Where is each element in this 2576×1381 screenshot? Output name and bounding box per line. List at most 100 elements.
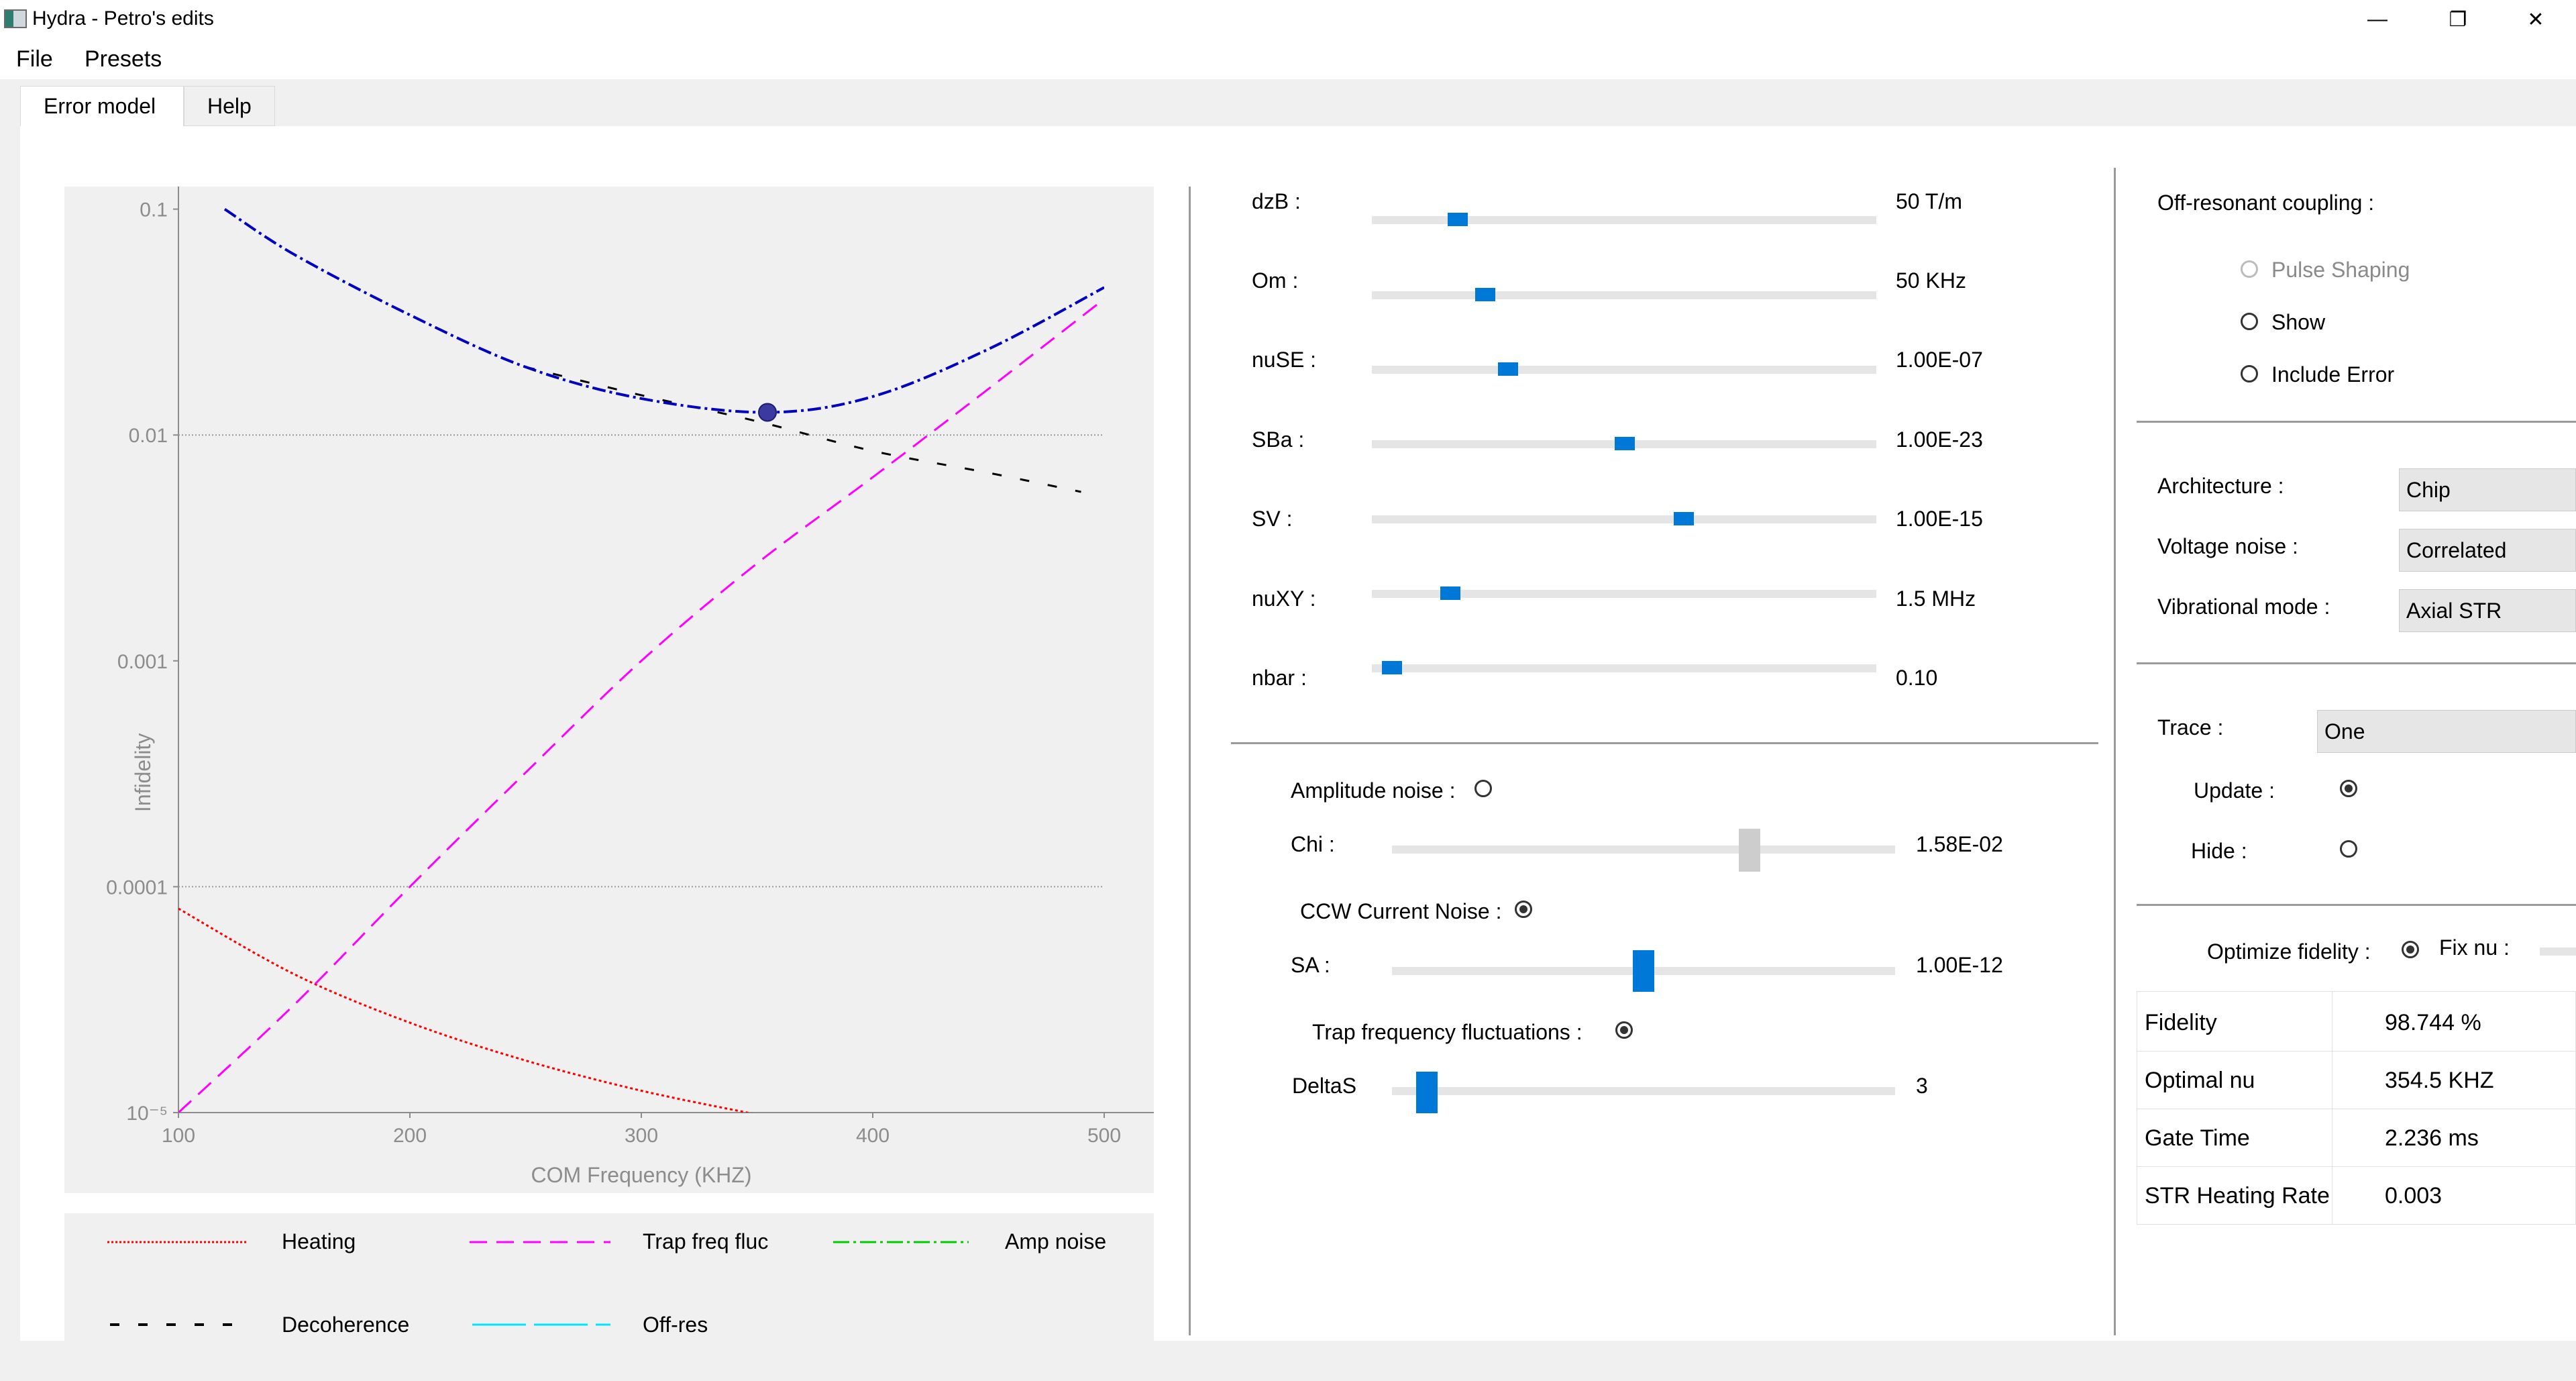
menu-file[interactable]: File (16, 46, 53, 72)
table-row: Gate Time 2.236 ms (2137, 1109, 2576, 1167)
result-value-str-heating: 0.003 (2385, 1183, 2443, 1209)
legend-label-decoherence: Decoherence (282, 1313, 410, 1337)
minimize-icon: — (2367, 8, 2387, 30)
slider-groove-nuxy[interactable] (1372, 590, 1876, 598)
result-value-gate-time: 2.236 ms (2385, 1125, 2479, 1151)
x-tick-label-1: 200 (393, 1125, 427, 1147)
tab-help[interactable]: Help (184, 86, 275, 126)
slider-handle-sa[interactable] (1633, 950, 1654, 992)
update-label: Update : (2194, 778, 2275, 803)
slider-handle-chi[interactable] (1738, 829, 1760, 872)
slider-handle-nbar[interactable] (1382, 661, 1403, 674)
window-title: Hydra - Petro's edits (32, 7, 214, 30)
restore-button[interactable]: ❐ (2418, 0, 2498, 39)
param-value-dzb: 50 T/m (1896, 189, 1962, 213)
slider-groove-deltas[interactable] (1392, 1087, 1895, 1095)
restore-icon: ❐ (2449, 8, 2467, 31)
param-label-sv: SV : (1252, 507, 1293, 531)
amplitude-noise-radio[interactable] (1474, 780, 1492, 797)
slider-handle-sv[interactable] (1673, 512, 1694, 525)
menu-presets[interactable]: Presets (85, 46, 162, 72)
result-value-fidelity: 98.744 % (2385, 1010, 2481, 1035)
legend-label-trap-freq-fluc: Trap freq fluc (643, 1229, 769, 1254)
param-value-sv: 1.00E-15 (1896, 507, 1983, 531)
fix-nu-slider-groove[interactable] (2540, 948, 2576, 956)
x-tick-label-4: 500 (1087, 1125, 1121, 1147)
legend-swatches-col3 (833, 1241, 969, 1243)
param-label-nbar: nbar : (1252, 666, 1307, 690)
series-line-heating (178, 907, 753, 1113)
table-row: Optimal nu 354.5 KHZ (2137, 1052, 2576, 1109)
table-row: STR Heating Rate 0.003 (2137, 1167, 2576, 1225)
slider-handle-sba[interactable] (1615, 437, 1635, 450)
close-button[interactable]: ✕ (2496, 0, 2576, 39)
trace-select[interactable]: One (2317, 710, 2576, 753)
y-tick-label-1: 0.01 (129, 425, 168, 447)
voltage-noise-select[interactable]: Correlated (2399, 529, 2576, 572)
param-value-nuse: 1.00E-07 (1896, 348, 1983, 372)
offres-coupling-title: Off-resonant coupling : (2157, 191, 2375, 215)
result-value-optimal-nu: 354.5 KHZ (2385, 1068, 2494, 1093)
legend (64, 1213, 1154, 1341)
app-icon (4, 9, 27, 28)
hide-label: Hide : (2191, 839, 2247, 863)
param-label-om: Om : (1252, 268, 1299, 293)
deltas-value: 3 (1916, 1074, 1928, 1098)
slider-handle-dzb[interactable] (1447, 213, 1468, 226)
separator-trace (2137, 904, 2576, 906)
window-bottom-strip (0, 1341, 2576, 1381)
menu-bar (0, 39, 2576, 79)
ccw-current-noise-radio[interactable] (1515, 901, 1532, 918)
legend-label-off-res: Off-res (643, 1313, 708, 1337)
trap-freq-fluct-radio[interactable] (1615, 1021, 1633, 1039)
optimize-fidelity-label: Optimize fidelity : (2207, 939, 2371, 964)
series-line-decoherence (525, 366, 1081, 493)
x-tick-label-0: 100 (162, 1125, 195, 1147)
slider-groove-sv[interactable] (1372, 515, 1876, 523)
separator-params (1231, 742, 2098, 744)
x-tick-label-3: 400 (856, 1125, 890, 1147)
slider-groove-om[interactable] (1372, 291, 1876, 299)
update-radio[interactable] (2340, 780, 2357, 797)
tab-error-model[interactable]: Error model (20, 86, 184, 127)
y-tick-label-3: 0.0001 (106, 876, 168, 899)
slider-groove-dzb[interactable] (1372, 216, 1876, 224)
slider-groove-nuse[interactable] (1372, 366, 1876, 374)
param-label-nuxy: nuXY : (1252, 586, 1316, 611)
legend-swatches-col1 (107, 1241, 248, 1326)
separator-left (1189, 187, 1191, 1335)
param-value-nbar: 0.10 (1896, 666, 1938, 690)
slider-handle-deltas[interactable] (1415, 1072, 1438, 1113)
optimum-point (758, 403, 777, 422)
vibrational-mode-label: Vibrational mode : (2157, 595, 2330, 619)
architecture-label: Architecture : (2157, 474, 2284, 498)
separator-right (2114, 168, 2116, 1335)
tab-bar (0, 79, 2576, 126)
param-value-nuxy: 1.5 MHz (1896, 586, 1976, 611)
minimize-button[interactable]: — (2337, 0, 2418, 39)
slider-groove-chi[interactable] (1392, 846, 1895, 854)
sa-value: 1.00E-12 (1916, 953, 2003, 977)
trace-label: Trace : (2157, 715, 2224, 739)
slider-groove-nbar[interactable] (1372, 664, 1876, 672)
param-value-sba: 1.00E-23 (1896, 427, 1983, 452)
sa-label: SA : (1291, 953, 1330, 977)
vibrational-mode-select[interactable]: Axial STR (2399, 589, 2576, 632)
param-label-nuse: nuSE : (1252, 348, 1317, 372)
include-error-radio[interactable] (2241, 365, 2258, 382)
slider-handle-om[interactable] (1474, 288, 1495, 301)
pulse-shaping-radio[interactable] (2241, 260, 2258, 278)
optimize-fidelity-radio[interactable] (2402, 941, 2419, 958)
architecture-select[interactable]: Chip (2399, 468, 2576, 511)
separator-offres (2137, 421, 2576, 423)
hide-radio[interactable] (2340, 840, 2357, 858)
chi-value: 1.58E-02 (1916, 832, 2003, 856)
slider-handle-nuse[interactable] (1497, 362, 1518, 376)
y-tick-label-2: 0.001 (117, 651, 168, 673)
result-label-str-heating: STR Heating Rate (2145, 1183, 2330, 1209)
show-offres-radio[interactable] (2241, 313, 2258, 330)
trap-freq-fluct-label: Trap frequency fluctuations : (1312, 1020, 1582, 1044)
show-offres-label: Show (2271, 310, 2326, 334)
slider-handle-nuxy[interactable] (1440, 586, 1460, 600)
